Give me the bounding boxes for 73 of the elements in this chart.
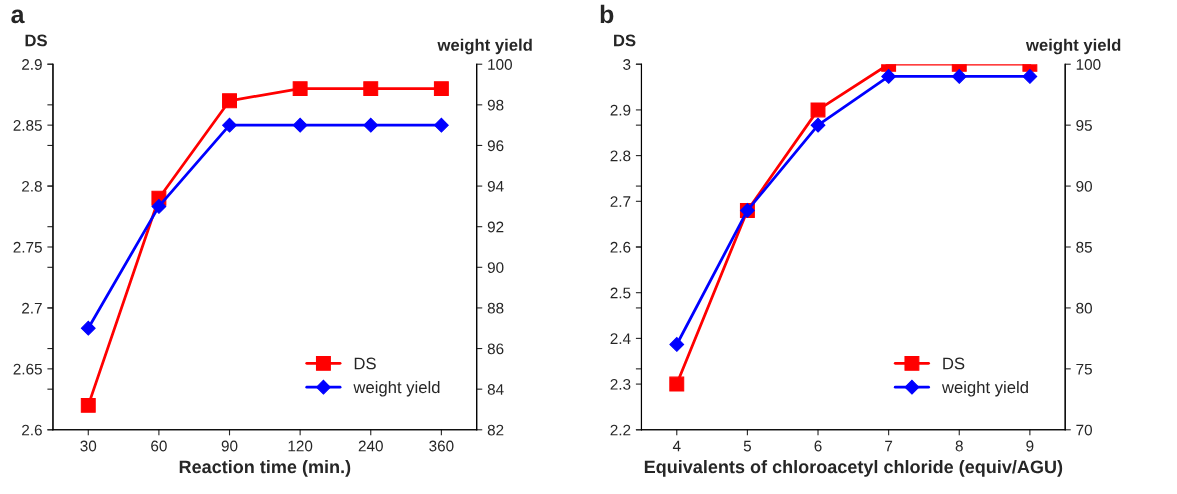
- point: [292, 81, 308, 97]
- x-tick-label: 8: [955, 440, 963, 452]
- x-tick-label: 4: [672, 440, 681, 452]
- y-tick-label: 2.6: [22, 424, 42, 436]
- y2-tick-label: 95: [1076, 120, 1092, 131]
- chart-title: a: [11, 9, 25, 24]
- chart-title: b: [600, 4, 614, 24]
- y2-tick-label: 80: [1076, 302, 1092, 314]
- legend-label: weight yield: [941, 380, 1028, 397]
- y2-tick-label: 88: [487, 302, 504, 314]
- y-tick-label: 2.85: [13, 120, 42, 131]
- x-tick-label: 60: [151, 440, 167, 452]
- point: [810, 117, 826, 133]
- point: [433, 81, 449, 97]
- y2-tick-label: 70: [1076, 424, 1092, 436]
- x-tick-label: 90: [221, 440, 238, 452]
- y2-tick-label: 85: [1076, 241, 1092, 253]
- y2-tick-label: 92: [487, 221, 504, 233]
- y-tick-label: 2.75: [13, 241, 42, 253]
- y-tick-label: 2.8: [610, 150, 631, 162]
- x-tick-label: 240: [358, 440, 383, 452]
- y-axis-title: DS: [614, 34, 636, 47]
- x-tick-label: 9: [1026, 440, 1034, 452]
- y-tick-label: 2.8: [22, 180, 42, 192]
- x-tick-label: 5: [743, 440, 751, 452]
- point: [363, 117, 379, 133]
- x-tick-label: 120: [288, 440, 313, 452]
- y2-tick-label: 75: [1076, 363, 1092, 375]
- y2-tick-label: 84: [487, 384, 504, 395]
- y-tick-label: 2.9: [610, 104, 631, 116]
- point: [951, 69, 967, 84]
- y2-tick-label: 90: [1076, 180, 1092, 192]
- y-tick-label: 2.9: [22, 59, 42, 70]
- x-tick-label: 7: [885, 440, 893, 452]
- y2-tick-label: 90: [487, 262, 504, 273]
- x-tick-label: 30: [80, 440, 97, 452]
- y-tick-label: 2.3: [610, 378, 631, 390]
- point: [669, 337, 685, 352]
- y-tick-label: 2.2: [610, 424, 631, 436]
- y-tick-label: 2.6: [610, 241, 631, 253]
- point: [1022, 69, 1038, 84]
- legend-label: DS: [943, 357, 965, 370]
- y-tick-label: 2.7: [610, 196, 631, 207]
- y2-tick-label: 86: [487, 343, 504, 355]
- y2-tick-label: 100: [1076, 59, 1101, 70]
- y-axis-title: DS: [25, 34, 47, 47]
- point: [222, 117, 237, 133]
- point: [881, 69, 897, 84]
- point: [80, 397, 96, 413]
- point: [222, 93, 237, 109]
- x-axis-title: Equivalents of chloroacetyl chloride (equiv/AGU): [644, 459, 1063, 477]
- y2-axis-title: weight yield: [1025, 38, 1121, 55]
- y-tick-label: 2.5: [610, 287, 631, 299]
- x-axis-title: Reaction time (min.): [179, 459, 351, 477]
- y-tick-label: 3: [623, 59, 631, 70]
- point: [292, 117, 308, 133]
- point: [80, 320, 96, 336]
- y2-axis-title: weight yield: [437, 38, 532, 55]
- legend-label: weight yield: [353, 380, 440, 397]
- y2-tick-label: 94: [487, 180, 504, 192]
- y-tick-label: 2.4: [610, 333, 631, 344]
- point: [433, 117, 449, 133]
- y2-tick-label: 98: [487, 99, 504, 111]
- y-tick-label: 2.7: [22, 302, 42, 314]
- x-tick-label: 6: [814, 440, 822, 452]
- y2-tick-label: 96: [487, 140, 504, 152]
- point: [151, 198, 167, 214]
- point: [363, 81, 379, 97]
- y-tick-label: 2.65: [13, 363, 42, 375]
- y2-tick-label: 82: [487, 424, 504, 436]
- legend-label: DS: [354, 357, 376, 370]
- y2-tick-label: 100: [488, 59, 512, 70]
- x-tick-label: 360: [429, 440, 454, 452]
